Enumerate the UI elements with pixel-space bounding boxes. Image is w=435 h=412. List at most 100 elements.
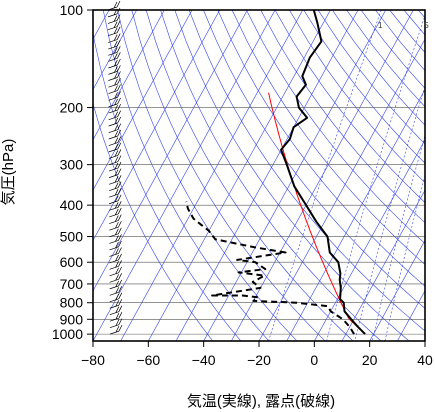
isotherm: [397, 290, 425, 341]
isotherm: [93, 10, 248, 292]
wind-barb: [109, 292, 123, 303]
mixing-ratio-label: 1: [378, 21, 383, 30]
dry-adiabat: [389, 10, 425, 53]
isotherm: [175, 10, 359, 341]
wind-barb: [108, 33, 121, 43]
pressure-gridlines: [93, 9, 425, 335]
wind-barbs: [107, 0, 123, 335]
wind-barb: [109, 305, 123, 316]
wind-barb: [109, 279, 122, 290]
wind-barb: [109, 240, 122, 251]
x-tick-label: 20: [362, 352, 378, 368]
isotherm: [314, 139, 425, 341]
isotherm: [148, 10, 331, 341]
wind-barb: [107, 0, 121, 11]
dry-adiabat: [346, 10, 425, 108]
wind-barb: [108, 20, 121, 31]
isotherm: [93, 10, 220, 242]
y-tick-label: 600: [60, 254, 84, 270]
y-tick-label: 1000: [52, 326, 83, 342]
wind-barb: [108, 58, 121, 69]
dry-adiabat: [188, 10, 425, 332]
wind-barb: [109, 312, 123, 322]
x-tick-label: 40: [417, 352, 433, 368]
wind-barb: [109, 299, 123, 309]
wind-barb: [108, 91, 121, 101]
reference-lines: [93, 10, 425, 341]
wind-barb: [109, 318, 123, 328]
dry-adiabat: [174, 10, 410, 341]
dry-adiabat: [303, 10, 425, 164]
dry-adiabat: [117, 10, 298, 341]
isotherm: [258, 38, 425, 341]
wind-barb: [109, 221, 122, 231]
dry-adiabat: [145, 10, 354, 341]
wind-barb: [108, 181, 122, 192]
isotherm: [231, 10, 414, 341]
x-tick-label: −20: [247, 352, 271, 368]
mixing-ratio-labels: 15101520g: [378, 21, 429, 30]
y-tick-label: 200: [60, 100, 84, 116]
dry-adiabat: [131, 10, 326, 341]
wind-barb: [109, 324, 123, 335]
dry-adiabat: [93, 31, 242, 341]
x-tick-label: −80: [81, 352, 105, 368]
dry-adiabat: [274, 10, 425, 203]
wind-barb: [108, 71, 121, 81]
plot-frame: [92, 9, 426, 342]
dry-adiabat: [93, 102, 213, 341]
temperature-line: [280, 10, 366, 335]
y-tick-label: 400: [60, 197, 84, 213]
wind-barb: [108, 65, 121, 75]
y-tick-label: 900: [60, 311, 84, 327]
wind-barb: [108, 110, 121, 121]
wind-barb: [109, 260, 122, 270]
dry-adiabat: [289, 10, 425, 184]
isotherm: [93, 10, 137, 91]
wind-barb: [108, 39, 121, 50]
mixing-ratio-line: [354, 85, 425, 341]
x-axis: −80 −60 −40 −20 0 20 40: [81, 341, 433, 368]
wind-barb: [108, 84, 121, 94]
y-tick-label: 800: [60, 295, 84, 311]
wind-barb: [108, 175, 122, 185]
wind-barb: [107, 14, 121, 24]
dewpoint-line: [185, 201, 355, 335]
dry-adiabat: [246, 10, 425, 244]
dry-adiabat: [160, 10, 382, 341]
dry-adiabat: [203, 10, 425, 309]
y-tick-label: 100: [60, 2, 84, 18]
dry-adiabat: [260, 10, 425, 224]
mixing-ratio-line: [326, 14, 425, 341]
x-axis-label: 気温(実線), 露点(破線): [187, 393, 335, 410]
wind-barb: [109, 207, 122, 218]
isotherm: [341, 189, 425, 341]
wind-barb: [108, 116, 122, 127]
wind-barb: [109, 247, 122, 257]
wind-barb: [108, 26, 121, 36]
wind-barb: [108, 103, 121, 114]
isotherm: [203, 10, 386, 341]
isotherm: [120, 10, 303, 341]
wind-barb: [109, 227, 122, 238]
wind-barb: [109, 253, 122, 264]
wind-barb: [109, 266, 122, 277]
wind-barb: [109, 201, 122, 211]
wind-barb: [108, 78, 121, 88]
wind-barb: [109, 188, 122, 198]
y-tick-label: 700: [60, 276, 84, 292]
wind-barb: [108, 97, 121, 108]
wind-barb: [108, 149, 122, 159]
wind-barb: [109, 273, 122, 283]
wind-barb: [109, 234, 122, 244]
x-tick-label: 0: [310, 352, 318, 368]
x-tick-label: −60: [136, 352, 160, 368]
wind-barb: [109, 214, 122, 224]
y-tick-label: 300: [60, 157, 84, 173]
wind-barb: [109, 194, 122, 205]
dry-adiabat: [217, 10, 425, 287]
y-axis-label: 気圧(hPa): [0, 139, 17, 206]
wind-barb: [108, 155, 122, 165]
sounding-series: [185, 10, 366, 335]
